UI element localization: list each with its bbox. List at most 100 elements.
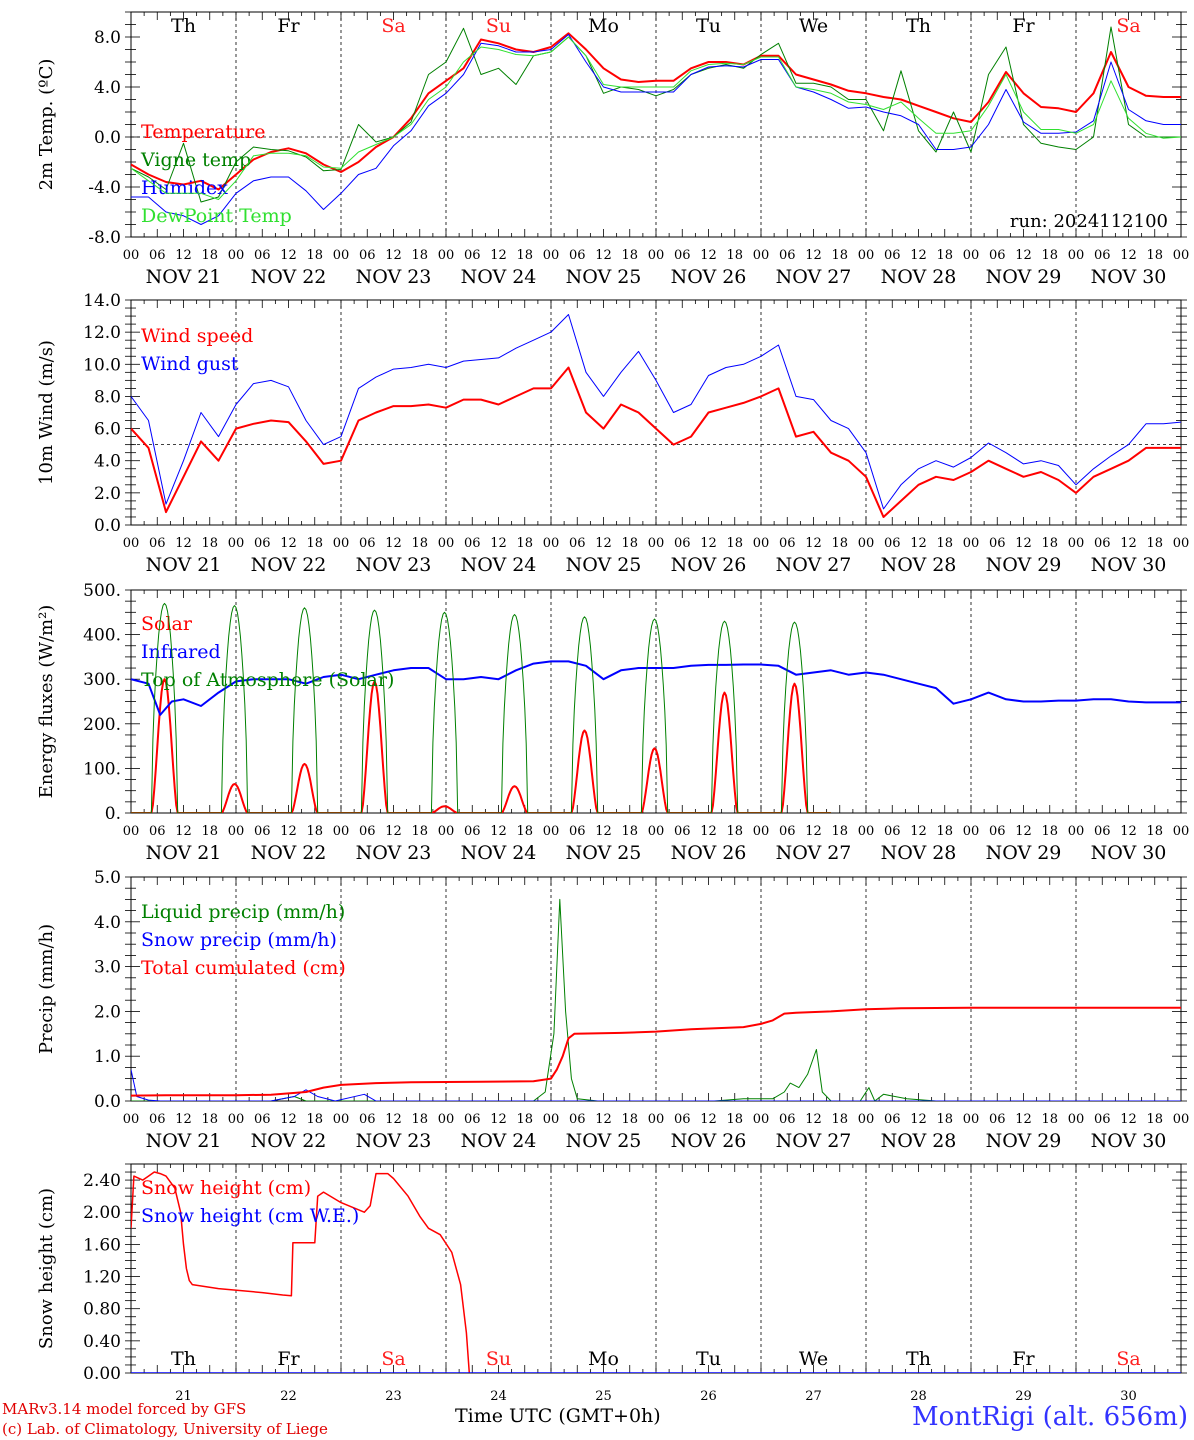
hour-tick-label: 18 — [201, 248, 218, 263]
y-tick-label: 8.0 — [94, 387, 121, 407]
series-line-vigne-temp — [131, 26, 1181, 203]
hour-tick-label: 06 — [1094, 1112, 1111, 1127]
legend-entry: Top of Atmosphere (Solar) — [141, 669, 394, 691]
y-tick-label: 0.0 — [94, 516, 121, 536]
hour-tick-label: 18 — [1041, 1112, 1058, 1127]
weekday-label: We — [799, 1348, 828, 1370]
hour-tick-label: 06 — [674, 1112, 691, 1127]
legend-entry: Vigne temp — [140, 149, 251, 171]
hour-tick-label: 00 — [753, 824, 770, 839]
series-line-wind-speed — [131, 366, 1181, 518]
hour-tick-label: 18 — [201, 824, 218, 839]
legend-entry: Wind gust — [141, 353, 239, 375]
legend-entry: Humidex — [141, 177, 228, 199]
hour-tick-label: 06 — [674, 248, 691, 263]
panel-snow: 0.00 0.40 0.80 1.20 1.60 2.00 2.40 Snow height … — [36, 1163, 1187, 1404]
hour-tick-label: 00 — [543, 536, 560, 551]
hour-tick-label: 06 — [674, 824, 691, 839]
hour-tick-label: 18 — [516, 824, 533, 839]
y-tick-label: 2.40 — [83, 1171, 121, 1191]
hour-tick-label: 18 — [936, 1112, 953, 1127]
hour-tick-label: 18 — [306, 248, 323, 263]
weekday-label: Fr — [1012, 15, 1035, 37]
series-line-solar — [131, 678, 831, 813]
hour-tick-label: 00 — [123, 824, 140, 839]
day-label: NOV 24 — [461, 1130, 537, 1152]
series-line-snow-height-cm- — [131, 1171, 471, 1373]
hour-tick-label: 06 — [254, 248, 271, 263]
day-label: NOV 22 — [251, 1130, 327, 1152]
hour-tick-label: 00 — [648, 1112, 665, 1127]
hour-tick-label: 06 — [1094, 248, 1111, 263]
weekday-label: Th — [906, 15, 931, 37]
day-label: NOV 25 — [566, 842, 642, 864]
hour-tick-label: 18 — [726, 248, 743, 263]
hour-tick-label: 18 — [831, 536, 848, 551]
hour-tick-label: 06 — [464, 1112, 481, 1127]
station-title: MontRigi (alt. 656m) — [912, 1402, 1188, 1432]
weekday-label: Sa — [381, 15, 405, 37]
y-axis-label: 10m Wind (m/s) — [36, 340, 57, 485]
day-label: NOV 21 — [146, 842, 222, 864]
hour-tick-label: 06 — [359, 1112, 376, 1127]
day-label: NOV 26 — [671, 842, 747, 864]
hour-tick-label: 00 — [753, 536, 770, 551]
y-tick-label: 0.40 — [83, 1332, 121, 1352]
day-label: NOV 27 — [776, 554, 852, 576]
y-tick-label: 6.0 — [94, 420, 121, 440]
y-tick-label: 4.0 — [94, 452, 121, 472]
hour-tick-label: 12 — [595, 824, 612, 839]
day-label: NOV 28 — [881, 266, 957, 288]
y-tick-label: -8.0 — [88, 228, 121, 248]
hour-tick-label: 00 — [963, 1112, 980, 1127]
hour-tick-label: 06 — [884, 536, 901, 551]
day-label: NOV 21 — [146, 554, 222, 576]
hour-tick-label: 06 — [779, 536, 796, 551]
y-tick-label: 400. — [83, 626, 121, 646]
y-tick-label: 10.0 — [83, 355, 121, 375]
y-axis-label: 2m Temp. (ºC) — [36, 59, 57, 191]
hour-tick-label: 00 — [123, 536, 140, 551]
day-number-label: 27 — [805, 1389, 822, 1404]
hour-tick-label: 06 — [464, 248, 481, 263]
day-label: NOV 28 — [881, 554, 957, 576]
weekday-label: We — [799, 15, 828, 37]
day-label: NOV 22 — [251, 554, 327, 576]
weekday-label: Fr — [277, 1348, 300, 1370]
hour-tick-label: 06 — [989, 248, 1006, 263]
hour-tick-label: 00 — [333, 824, 350, 839]
y-tick-label: 4.0 — [94, 78, 121, 98]
hour-tick-label: 06 — [1094, 824, 1111, 839]
y-tick-label: 0.0 — [94, 128, 121, 148]
y-tick-label: 0.00 — [83, 1364, 121, 1384]
day-number-label: 26 — [700, 1389, 717, 1404]
hour-tick-label: 12 — [910, 824, 927, 839]
hour-tick-label: 18 — [621, 824, 638, 839]
hour-tick-label: 18 — [1041, 248, 1058, 263]
day-number-label: 29 — [1015, 1389, 1032, 1404]
hour-tick-label: 00 — [228, 1112, 245, 1127]
hour-tick-label: 00 — [543, 824, 560, 839]
legend-entry: Snow height (cm) — [141, 1177, 311, 1199]
day-label: NOV 22 — [251, 842, 327, 864]
day-label: NOV 29 — [986, 554, 1062, 576]
weekday-label: Mo — [588, 15, 619, 37]
day-label: NOV 21 — [146, 1130, 222, 1152]
hour-tick-label: 00 — [1173, 536, 1190, 551]
day-number-label: 30 — [1120, 1389, 1137, 1404]
day-label: NOV 29 — [986, 842, 1062, 864]
hour-tick-label: 18 — [516, 536, 533, 551]
hour-tick-label: 18 — [516, 248, 533, 263]
day-number-label: 28 — [910, 1389, 927, 1404]
weekday-label: Th — [171, 15, 196, 37]
y-tick-label: 5.0 — [94, 868, 121, 888]
hour-tick-label: 18 — [726, 1112, 743, 1127]
hour-tick-label: 12 — [1120, 248, 1137, 263]
day-label: NOV 30 — [1091, 266, 1167, 288]
hour-tick-label: 00 — [963, 536, 980, 551]
legend-entry: Snow height (cm W.E.) — [141, 1205, 359, 1227]
day-label: NOV 27 — [776, 842, 852, 864]
hour-tick-label: 06 — [779, 248, 796, 263]
day-label: NOV 24 — [461, 842, 537, 864]
